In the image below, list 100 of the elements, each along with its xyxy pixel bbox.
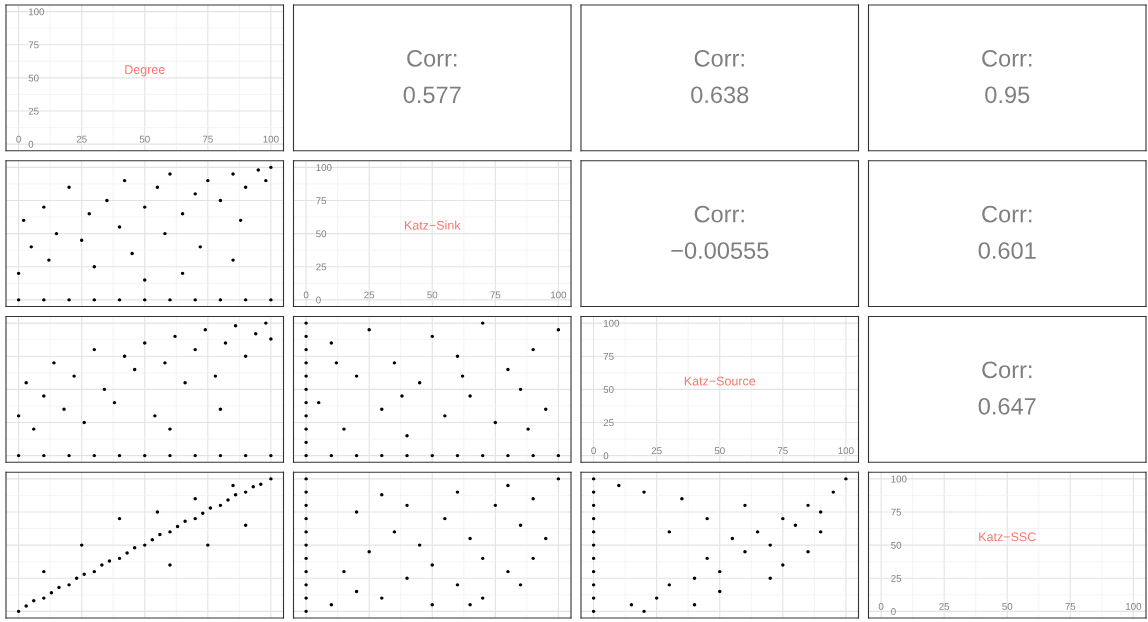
point [342,427,346,431]
y-tick-label: 0 [316,296,321,304]
y-tick-label: 100 [891,475,907,483]
point [468,603,472,607]
point [218,407,223,411]
point [233,493,238,497]
point [591,596,596,600]
point [481,596,485,600]
point [334,361,339,365]
point [168,172,172,176]
text: Corr: [982,205,1032,223]
point [304,583,308,587]
point [455,354,460,358]
point [16,298,21,302]
x-tick-label: 0 [303,291,309,299]
point [42,394,46,398]
y-tick-label: 25 [603,419,614,427]
x-tick-label: 50 [139,135,150,143]
point [125,551,129,555]
text: −0.00555 [671,242,769,259]
point [591,516,596,521]
point [175,524,180,529]
point [591,490,596,494]
y-tick-label: 75 [603,353,614,360]
point [143,341,147,345]
point [243,453,248,458]
text: Corr: [982,361,1032,379]
point [354,453,359,458]
point [705,556,709,561]
point [67,298,71,302]
x-tick-label: 25 [76,135,87,143]
y-tick-label: 50 [603,386,614,393]
point [304,543,308,547]
point [481,321,485,325]
point [42,205,46,209]
point [269,337,273,341]
point [92,453,96,458]
point [198,245,202,249]
point [304,427,308,431]
y-tick-label: 100 [603,319,620,327]
point [243,490,248,494]
point [143,205,147,209]
y-tick-label: 25 [316,263,327,271]
y-tick-label: 0 [891,608,896,615]
annotation: Katz−SSC [979,532,1036,542]
point [42,596,46,600]
y-tick-label: 25 [891,574,902,582]
point [304,400,308,405]
point [730,536,735,541]
point [405,576,409,580]
point [180,271,185,276]
y-tick-label: 75 [28,41,39,49]
y-tick-label: 50 [28,74,39,82]
point [24,604,28,608]
point [304,503,308,508]
x-tick-label: 100 [1126,602,1142,610]
annotation: Katz−Source [684,376,756,386]
point [163,361,167,365]
point [304,569,308,574]
point [392,530,397,534]
point [92,347,96,352]
point [92,298,96,302]
y-tick-label: 100 [316,164,332,171]
point [132,367,137,372]
point [218,503,223,508]
point [79,543,84,547]
point [47,258,51,262]
point [591,477,596,481]
x-tick-label: 100 [263,135,279,143]
point [718,569,722,574]
annotation: Degree [125,65,165,77]
point [692,576,697,580]
point [304,347,308,352]
x-tick-label: 50 [714,447,725,455]
point [29,245,33,249]
point [793,523,798,527]
y-tick-label: 25 [28,107,39,115]
x-tick-label: 0 [591,447,596,455]
point [100,563,104,567]
point [304,414,308,418]
point [102,387,107,392]
point [481,453,485,458]
text: 0.95 [985,86,1030,104]
point [42,453,46,458]
point [304,453,308,458]
point [112,400,117,405]
point [680,497,684,501]
annotation: Katz−Sink [404,220,461,230]
point [591,609,596,614]
point [380,596,384,600]
point [443,516,447,521]
y-tick-label: 50 [316,230,327,238]
point [168,563,172,567]
point [531,453,535,458]
point [143,298,147,302]
point [206,543,210,547]
point [16,453,21,458]
point [218,453,223,458]
point [42,569,46,574]
text: 0.638 [691,86,749,104]
